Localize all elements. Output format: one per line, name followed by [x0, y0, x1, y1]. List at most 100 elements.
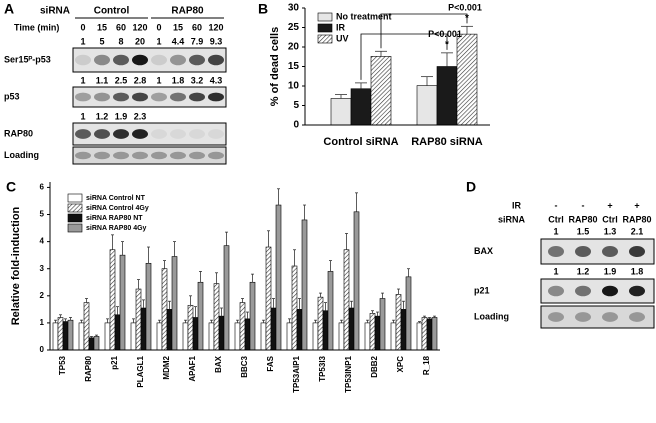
error-bar [168, 300, 171, 310]
error-bar [407, 268, 410, 277]
quant-value: 1.2 [96, 111, 109, 121]
blot-band [151, 129, 167, 139]
y-tick-label: 0 [40, 345, 45, 354]
annotation: * [465, 13, 469, 24]
significance-bracket [360, 33, 448, 80]
error-bar [215, 272, 218, 284]
quant-value: 20 [135, 36, 145, 46]
quant-value: 9.3 [210, 36, 223, 46]
blot [72, 146, 227, 165]
quant-value: 3.2 [191, 75, 204, 85]
error-bar [335, 94, 347, 99]
quant-value: 1.3 [604, 226, 617, 236]
error-bar [194, 306, 197, 318]
bar [197, 281, 204, 351]
quant-value: 7.9 [191, 36, 204, 46]
error-bar [381, 292, 384, 299]
bar [234, 322, 241, 351]
bar [327, 271, 334, 351]
bar [223, 245, 230, 351]
error-bar [421, 76, 433, 86]
blot-band [113, 129, 129, 139]
bar [416, 85, 438, 126]
bar [400, 309, 407, 351]
blot-band [575, 285, 591, 297]
error-bar [303, 204, 306, 220]
bar [312, 322, 319, 351]
error-bar [54, 319, 57, 323]
blot-row-label: Loading [4, 150, 39, 160]
error-bar [241, 298, 244, 303]
quant-value: 2.8 [134, 75, 147, 85]
error-bar [220, 307, 223, 317]
x-tick-label: RAP80 [84, 355, 93, 381]
y-tick-label: 6 [40, 183, 45, 192]
bar [270, 307, 277, 351]
error-bar [59, 314, 62, 318]
error-bar [277, 188, 280, 206]
blot-band [170, 92, 186, 102]
error-bar [189, 295, 192, 306]
error-bar [350, 300, 353, 308]
error-bar [340, 319, 343, 323]
x-tick-label: TP53 [58, 355, 67, 375]
bar [379, 298, 386, 351]
error-bar [85, 298, 88, 303]
y-axis-label: Relative fold-induction [10, 206, 22, 325]
blot-band [575, 246, 591, 257]
error-bar [262, 319, 265, 323]
blot-band [132, 129, 148, 139]
blot-band [189, 129, 205, 139]
sirna-value: RAP80 [568, 214, 597, 224]
blot-row-label: BAX [474, 246, 493, 256]
blot-row-label: Ser15ᴾ-p53 [4, 54, 51, 64]
quant-value: 2.1 [631, 226, 644, 236]
error-bar [163, 260, 166, 269]
error-bar [293, 249, 296, 266]
error-bar [366, 319, 369, 323]
bar [421, 317, 428, 351]
y-axis-label: % of dead cells [269, 27, 281, 106]
error-bar [251, 273, 254, 283]
ir-value: + [607, 200, 612, 210]
legend-label: IR [336, 22, 346, 32]
blot-band [208, 92, 224, 102]
blot-band [629, 246, 645, 257]
bar [275, 204, 282, 351]
bar [350, 88, 372, 126]
y-tick-label: 0 [293, 120, 299, 131]
time-value: 15 [173, 22, 183, 32]
quant-value: 4.4 [172, 36, 185, 46]
error-bar [298, 298, 301, 310]
error-bar [199, 271, 202, 283]
error-bar [329, 260, 332, 272]
quant-value: 4.3 [210, 75, 223, 85]
blot-row-label: p21 [474, 285, 490, 295]
y-tick-label: 30 [288, 3, 300, 14]
quant-value: 1.2 [577, 266, 590, 276]
bar [208, 322, 215, 351]
blot-band [151, 92, 167, 102]
bar [166, 309, 173, 351]
legend-label: siRNA Control NT [86, 195, 146, 202]
bar [244, 318, 251, 351]
blot-row-label: Loading [474, 311, 509, 321]
bar [265, 246, 272, 351]
legend-swatch [317, 34, 333, 44]
bar [322, 310, 329, 351]
group-label: Control [94, 6, 130, 17]
quant-value: 1.1 [96, 75, 109, 85]
error-bar [423, 315, 426, 318]
time-value: 120 [208, 22, 223, 32]
bar [291, 265, 298, 351]
error-bar [461, 25, 473, 35]
legend-label: siRNA RAP80 NT [86, 215, 143, 222]
bar [78, 322, 85, 351]
error-bar [272, 298, 275, 308]
panel-label: C [6, 179, 16, 195]
legend-swatch [67, 193, 83, 203]
bar [67, 319, 74, 351]
blot [540, 305, 655, 329]
error-bar [428, 317, 431, 319]
bar [239, 302, 246, 351]
